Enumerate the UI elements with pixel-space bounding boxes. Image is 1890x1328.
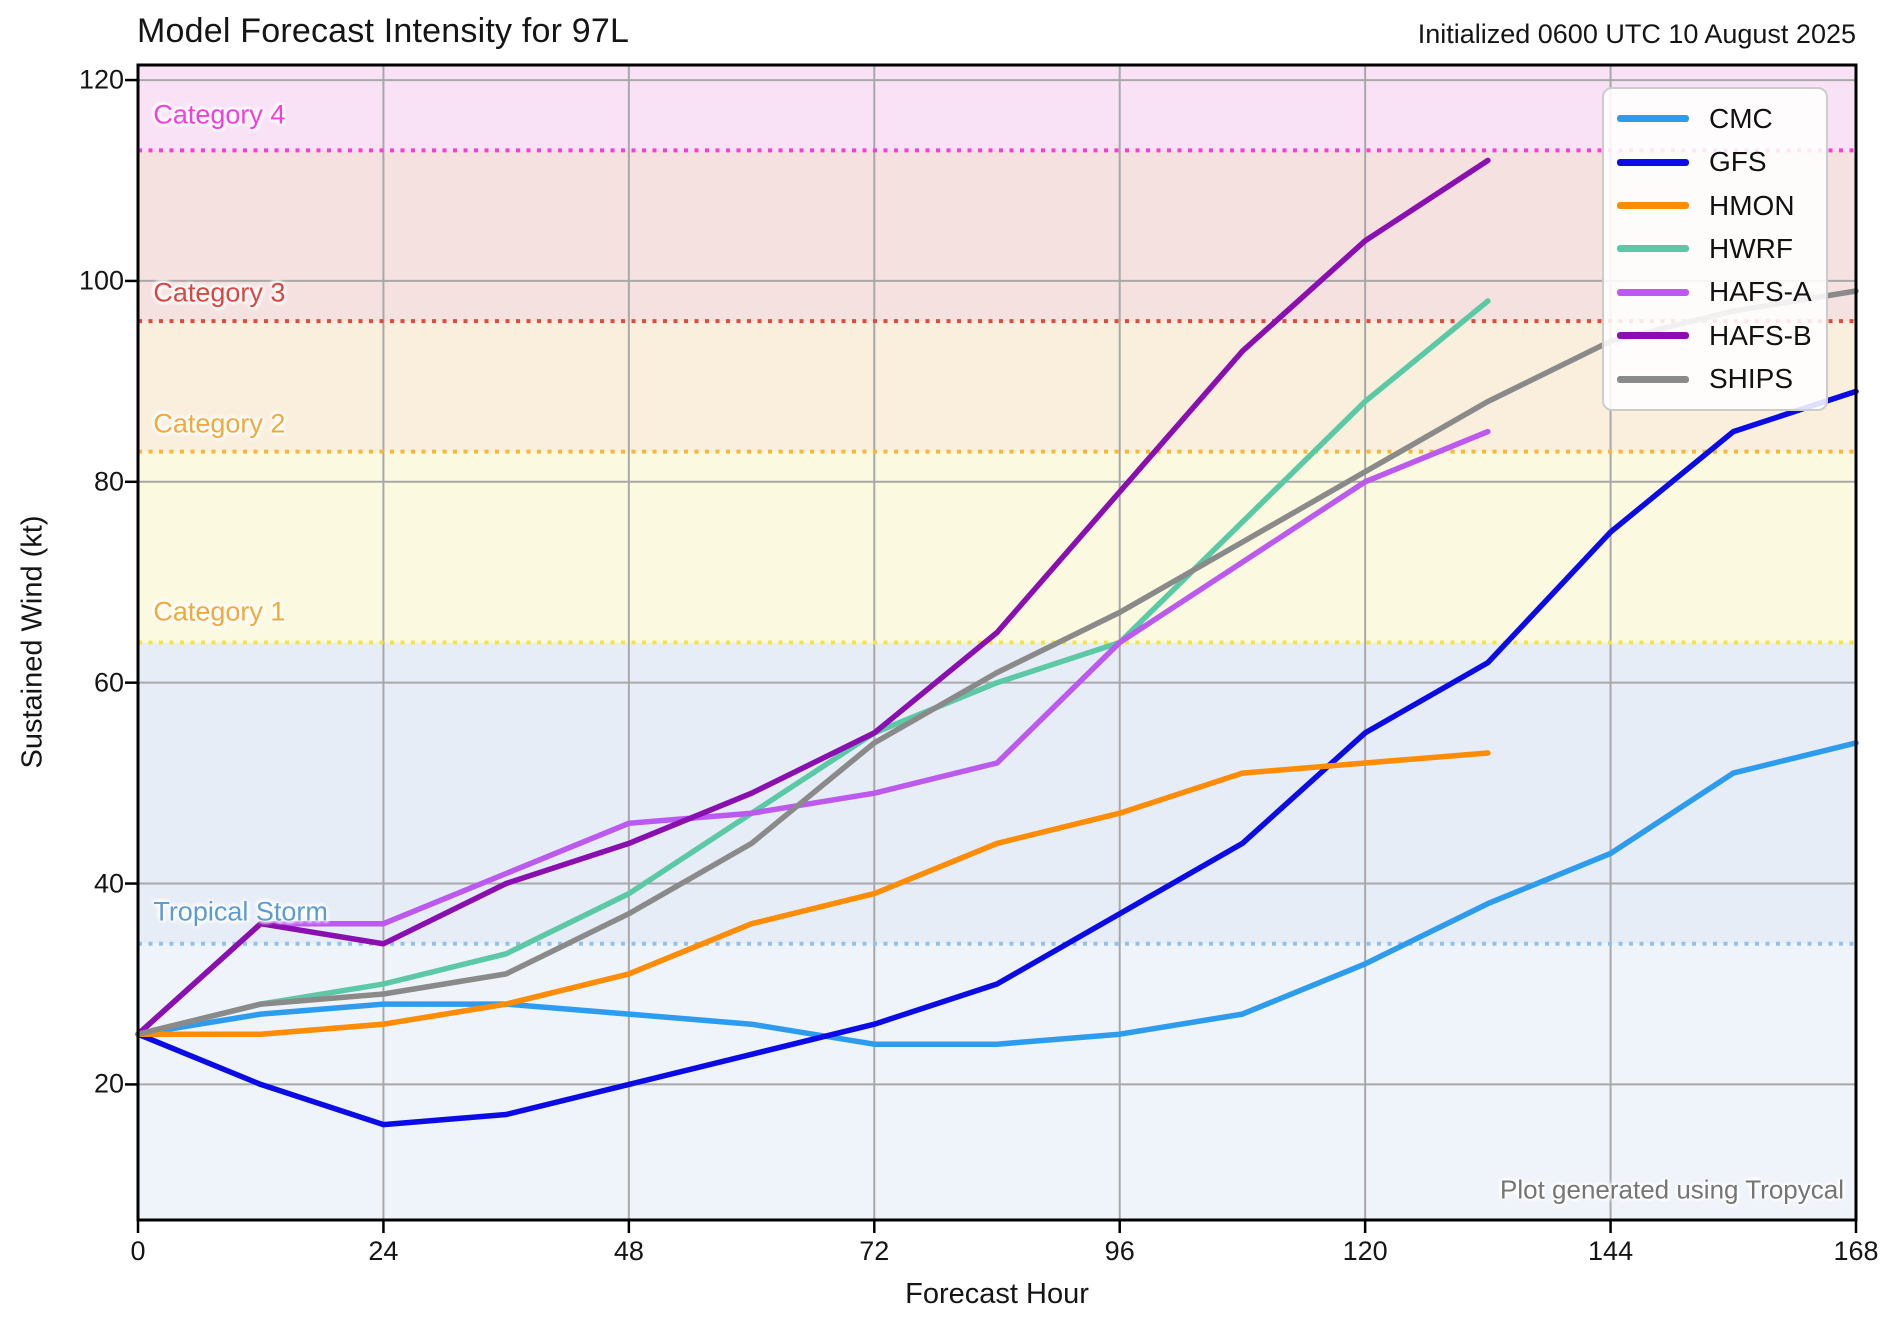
legend-label: HMON	[1709, 189, 1795, 221]
series-line-gfs	[135, 388, 1859, 1128]
series-line-hafs-a	[135, 428, 1491, 1037]
x-tick-label: 0	[130, 1236, 146, 1266]
x-axis-label: Forecast Hour	[905, 1278, 1089, 1310]
y-tick-label: 40	[93, 868, 124, 899]
x-tick-label: 144	[1588, 1236, 1634, 1266]
watermark: Plot generated using Tropycal	[1500, 1174, 1844, 1205]
y-tick-label: 20	[93, 1068, 124, 1099]
legend-item-hmon: HMON	[1604, 190, 1826, 222]
legend-label: HWRF	[1709, 232, 1793, 264]
series-line-ships	[135, 288, 1859, 1037]
chart-title: Model Forecast Intensity for 97L	[137, 12, 630, 50]
y-tick-label: 60	[93, 667, 124, 698]
legend-swatch	[1617, 288, 1689, 296]
legend-swatch	[1617, 202, 1689, 210]
x-tick-label: 48	[613, 1236, 644, 1266]
legend-item-ships: SHIPS	[1604, 363, 1826, 395]
init-time-label: Initialized 0600 UTC 10 August 2025	[1417, 19, 1856, 49]
legend-item-hafs-b: HAFS-B	[1604, 320, 1826, 352]
legend-swatch	[1617, 332, 1689, 340]
legend-label: SHIPS	[1709, 363, 1794, 395]
legend-item-cmc: CMC	[1604, 103, 1826, 135]
band-category-3	[138, 150, 1856, 322]
x-tick-label: 120	[1342, 1236, 1388, 1266]
category-label-category-1: Category 1	[153, 596, 286, 627]
series-line-hafs-b	[135, 157, 1491, 1037]
legend-swatch	[1617, 375, 1689, 383]
x-tick-label: 24	[368, 1236, 399, 1266]
legend-swatch	[1617, 245, 1689, 253]
x-tick-label: 72	[859, 1236, 890, 1266]
legend-item-hafs-a: HAFS-A	[1604, 276, 1826, 308]
plot-border	[136, 63, 1858, 1222]
category-label-tropical-storm: Tropical Storm	[153, 896, 328, 927]
series-line-cmc	[135, 740, 1859, 1047]
y-tick-label: 120	[78, 64, 124, 95]
legend-label: HAFS-B	[1709, 319, 1812, 351]
series-line-hwrf	[135, 298, 1491, 1037]
band-category-1	[138, 451, 1856, 643]
x-tick-label: 168	[1833, 1236, 1879, 1266]
legend-item-gfs: GFS	[1604, 146, 1826, 178]
legend-item-hwrf: HWRF	[1604, 233, 1826, 265]
legend-label: HAFS-A	[1709, 276, 1812, 308]
x-tick-label: 96	[1104, 1236, 1135, 1266]
y-axis-label: Sustained Wind (kt)	[16, 515, 49, 769]
y-tick-label: 100	[78, 265, 124, 296]
legend-swatch	[1617, 115, 1689, 123]
band-tropical-storm	[138, 642, 1856, 944]
series-line-hmon	[135, 750, 1491, 1037]
y-tick-label: 80	[93, 466, 124, 497]
legend: CMC GFS HMON HWRF HAFS-A HAFS-B SHIPS	[1602, 87, 1828, 411]
category-label-category-4: Category 4	[153, 99, 286, 130]
category-label-category-3: Category 3	[153, 277, 286, 308]
category-label-category-2: Category 2	[153, 408, 286, 439]
band-category-4	[138, 65, 1856, 151]
band-category-2	[138, 321, 1856, 452]
legend-swatch	[1617, 158, 1689, 166]
legend-label: CMC	[1709, 102, 1773, 134]
legend-label: GFS	[1709, 146, 1767, 178]
